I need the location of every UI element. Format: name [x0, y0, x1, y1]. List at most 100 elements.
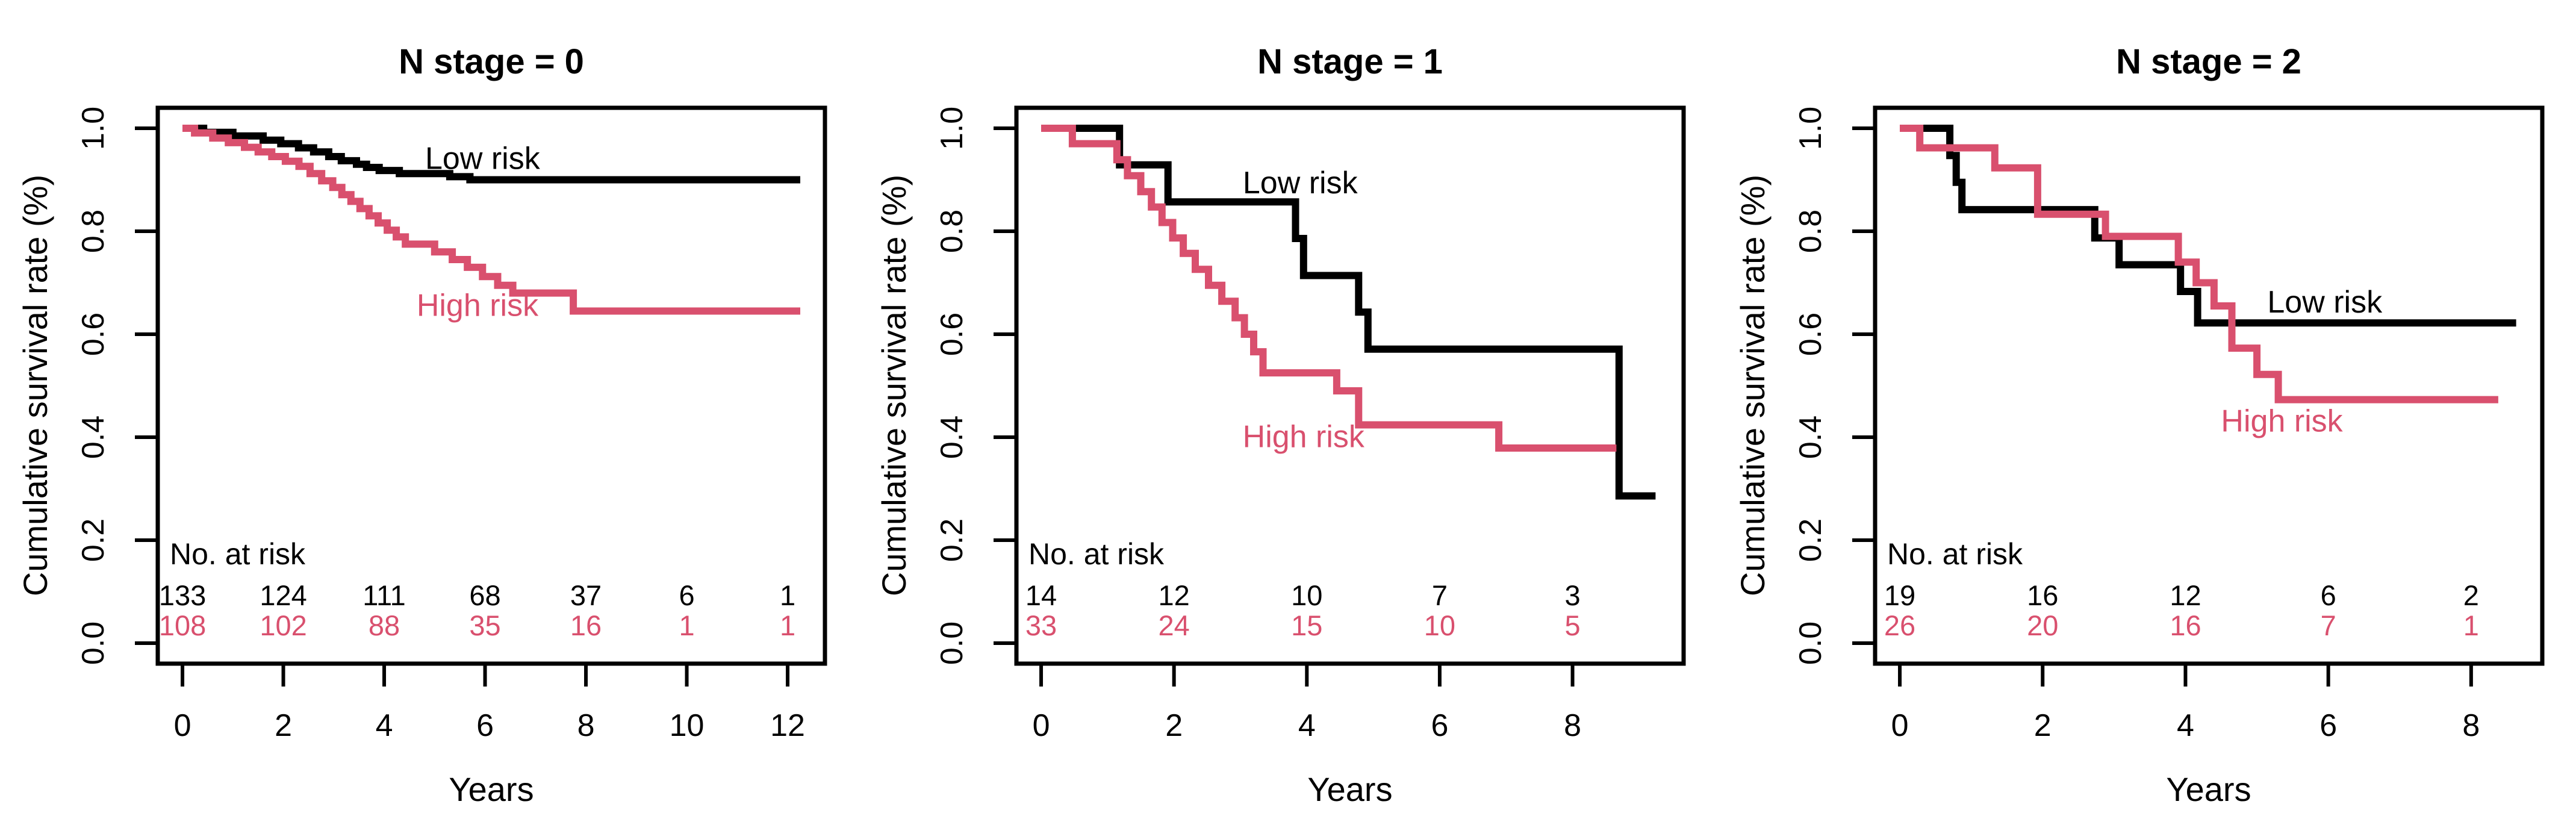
high-risk-curve-label: High risk	[417, 288, 539, 323]
x-tick-label: 8	[1564, 708, 1581, 743]
risk-count-low: 16	[2027, 579, 2058, 611]
panel-title: N stage = 2	[2116, 42, 2301, 81]
y-tick-label: 0.4	[935, 416, 969, 459]
x-tick-label: 8	[577, 708, 595, 743]
risk-count-low: 133	[159, 579, 206, 611]
risk-count-low: 124	[260, 579, 306, 611]
risk-count-low: 111	[362, 579, 405, 611]
low-risk-curve	[182, 125, 800, 184]
x-tick-label: 2	[275, 708, 292, 743]
risk-table-heading: No. at risk	[1028, 537, 1165, 571]
risk-count-high: 5	[1564, 609, 1580, 641]
risk-table-numbers: 14 12 10 7 333 24 15 10 5	[1025, 579, 1581, 641]
y-tick-label: 1.0	[76, 107, 111, 150]
x-tick-label: 6	[476, 708, 494, 743]
y-axis-title: Cumulative survival rate (%)	[875, 175, 913, 596]
risk-count-low: 7	[1432, 579, 1448, 611]
panel-title: N stage = 0	[399, 42, 584, 81]
risk-count-high: 33	[1025, 609, 1057, 641]
x-tick-label: 0	[174, 708, 191, 743]
x-axis-title: Years	[2166, 770, 2251, 808]
y-axis-ticks: 0.0 0.2 0.4 0.6 0.8 1.0	[76, 107, 158, 665]
x-tick-label: 12	[770, 708, 805, 743]
panel-nstage-2: N stage = 2 Cumulative survival rate (%)…	[1734, 42, 2545, 808]
risk-table-heading: No. at risk	[170, 537, 306, 571]
risk-count-high: 20	[2027, 609, 2058, 641]
x-axis-ticks: 0 2 4 6 8	[1891, 664, 2480, 743]
risk-count-low: 10	[1291, 579, 1322, 611]
y-tick-label: 0.8	[935, 210, 969, 253]
y-axis-ticks: 0.0 0.2 0.4 0.6 0.8 1.0	[935, 107, 1016, 665]
risk-count-high: 35	[469, 609, 500, 641]
y-tick-label: 0.6	[935, 313, 969, 356]
x-tick-label: 8	[2462, 708, 2480, 743]
high-risk-curve	[1041, 125, 1617, 452]
risk-count-low: 2	[2463, 579, 2479, 611]
plot-box	[1873, 105, 2545, 666]
plot-box	[155, 105, 827, 666]
x-axis-title: Years	[449, 770, 534, 808]
survival-curves	[1041, 125, 1656, 500]
x-axis-ticks: 0 2 4 6 8	[1033, 664, 1581, 743]
low-risk-curve-label: Low risk	[1243, 166, 1358, 201]
x-tick-label: 2	[2034, 708, 2052, 743]
y-axis-ticks: 0.0 0.2 0.4 0.6 0.8 1.0	[1793, 107, 1875, 665]
low-risk-curve	[1041, 125, 1656, 500]
y-tick-label: 0.6	[76, 313, 111, 356]
risk-count-high: 24	[1159, 609, 1190, 641]
survival-curves	[1900, 125, 2516, 403]
x-tick-label: 6	[1431, 708, 1448, 743]
panel-title: N stage = 1	[1257, 42, 1443, 81]
risk-count-low: 37	[570, 579, 602, 611]
risk-count-high: 108	[159, 609, 206, 641]
risk-count-low: 68	[469, 579, 500, 611]
x-tick-label: 10	[670, 708, 705, 743]
risk-count-high: 15	[1291, 609, 1322, 641]
risk-table-heading: No. at risk	[1887, 537, 2023, 571]
y-tick-label: 0.8	[76, 210, 111, 253]
y-tick-label: 0.0	[76, 621, 111, 665]
x-axis-title: Years	[1307, 770, 1392, 808]
y-tick-label: 0.0	[935, 621, 969, 665]
risk-count-low: 12	[1159, 579, 1190, 611]
risk-count-high: 102	[260, 609, 306, 641]
risk-count-high: 16	[2170, 609, 2201, 641]
high-risk-curve-label: High risk	[2221, 404, 2343, 439]
x-tick-label: 0	[1033, 708, 1050, 743]
y-tick-label: 0.4	[1793, 416, 1828, 459]
risk-count-low: 3	[1564, 579, 1580, 611]
risk-count-high: 1	[780, 609, 795, 641]
y-tick-label: 1.0	[1793, 107, 1828, 150]
risk-count-low: 1	[780, 579, 795, 611]
y-tick-label: 0.2	[935, 519, 969, 562]
x-tick-label: 4	[2177, 708, 2194, 743]
risk-count-low: 14	[1025, 579, 1057, 611]
high-risk-curve	[1900, 125, 2498, 403]
x-tick-label: 0	[1891, 708, 1909, 743]
y-tick-label: 0.6	[1793, 313, 1828, 356]
y-axis-title: Cumulative survival rate (%)	[1734, 175, 1772, 596]
risk-count-high: 26	[1884, 609, 1915, 641]
y-tick-label: 1.0	[935, 107, 969, 150]
x-axis-ticks: 0 2 4 6 8 10 12	[174, 664, 805, 743]
risk-count-high: 1	[679, 609, 694, 641]
low-risk-curve-label: Low risk	[425, 142, 541, 176]
risk-table-numbers: 19 16 12 6 226 20 16 7 1	[1884, 579, 2479, 641]
x-tick-label: 2	[1165, 708, 1183, 743]
x-tick-label: 4	[376, 708, 393, 743]
y-axis-title: Cumulative survival rate (%)	[16, 175, 54, 596]
low-risk-curve	[1900, 125, 2516, 327]
risk-count-high: 88	[369, 609, 400, 641]
risk-count-low: 12	[2170, 579, 2201, 611]
y-tick-label: 0.4	[76, 416, 111, 459]
survival-curves	[182, 125, 800, 315]
panel-nstage-1: N stage = 1 Cumulative survival rate (%)…	[875, 42, 1686, 808]
plot-box	[1014, 105, 1686, 666]
panel-nstage-0: N stage = 0 Cumulative survival rate (%)…	[16, 42, 827, 808]
risk-count-low: 6	[679, 579, 694, 611]
risk-count-high: 16	[570, 609, 602, 641]
risk-count-low: 6	[2321, 579, 2336, 611]
y-tick-label: 0.8	[1793, 210, 1828, 253]
y-tick-label: 0.0	[1793, 621, 1828, 665]
